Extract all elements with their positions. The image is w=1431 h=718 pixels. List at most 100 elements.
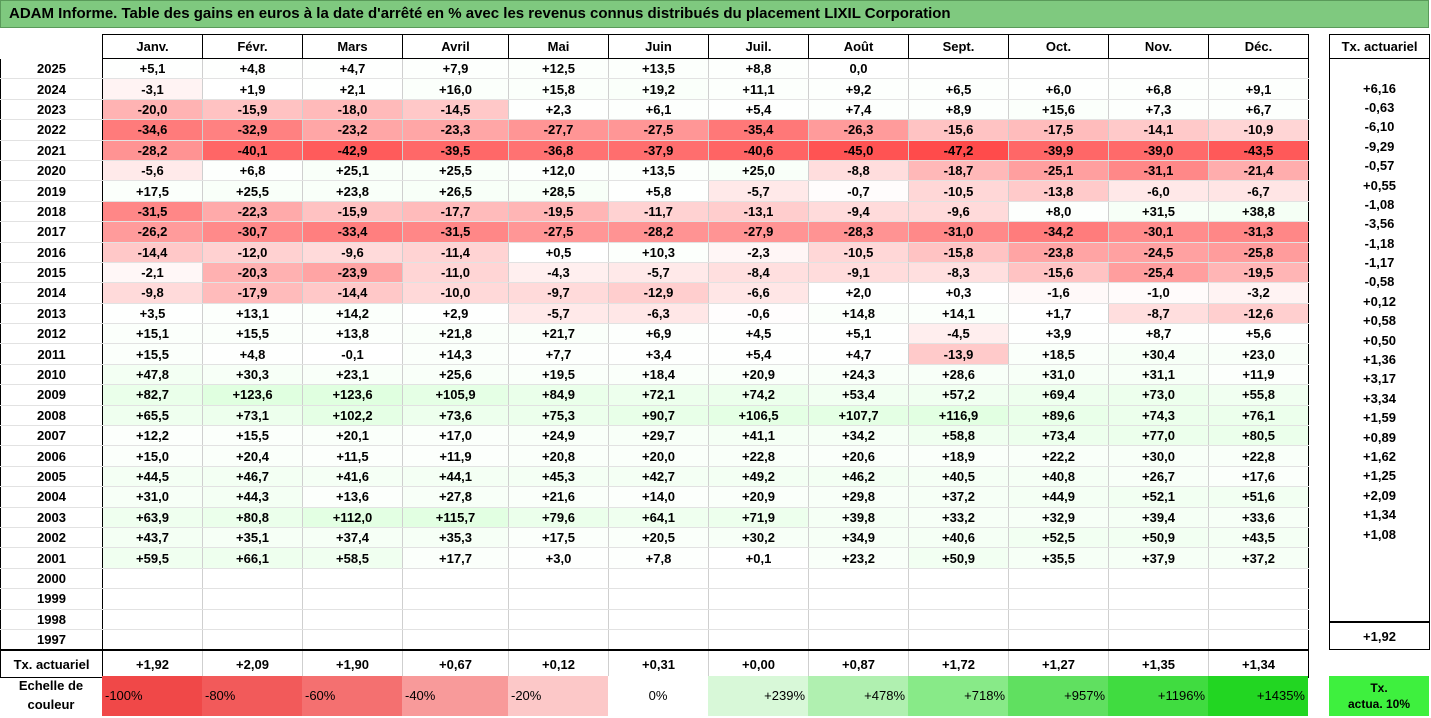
actuarial-row: -0,63 (1329, 97, 1430, 118)
actuarial-row: -0,57 (1329, 155, 1430, 176)
gain-cell: +40,5 (908, 466, 1009, 488)
gain-cell: -31,0 (908, 221, 1009, 243)
gain-cell: +2,1 (302, 78, 403, 100)
table-row: 2002 +43,7 +35,1 +37,4 +35,3 +17,5 +20,5 +30,2 +… (0, 527, 1309, 549)
gain-cell: -19,5 (508, 201, 609, 223)
footer-actuarial-cell: +1,35 (1108, 649, 1209, 679)
actuarial-10-legend-line1: Tx. (1370, 681, 1388, 695)
actuarial-row: -1,18 (1329, 233, 1430, 253)
year-cell: 2014 (0, 282, 103, 304)
gain-cell: +77,0 (1108, 425, 1209, 447)
gain-cell: -14,1 (1108, 119, 1209, 141)
actuarial-cell: +3,34 (1329, 388, 1430, 409)
gain-cell: 0,0 (808, 58, 909, 80)
actuarial-cell: +1,59 (1329, 408, 1430, 428)
gain-cell (202, 588, 303, 610)
month-header: Févr. (202, 34, 303, 59)
gain-cell: +58,5 (302, 547, 403, 569)
gain-cell: +3,0 (508, 547, 609, 569)
gain-cell: +102,2 (302, 405, 403, 427)
gain-cell: +51,6 (1208, 486, 1309, 508)
gain-cell: -27,7 (508, 119, 609, 141)
gain-cell: +13,1 (202, 303, 303, 325)
gain-cell (402, 588, 509, 610)
gain-cell: -37,9 (608, 140, 709, 161)
gain-cell: +76,1 (1208, 405, 1309, 427)
month-header: Août (808, 34, 909, 59)
gain-cell: +12,2 (102, 425, 203, 447)
gain-cell: -10,5 (808, 242, 909, 263)
table-row: 2001 +59,5 +66,1 +58,5 +17,7 +3,0 +7,8 +0,1 +23,… (0, 547, 1309, 569)
gain-cell: +5,8 (608, 180, 709, 202)
table-row: 2025 +5,1 +4,8 +4,7 +7,9 +12,5 +13,5 +8,8 0,0 (0, 58, 1309, 80)
gain-cell (302, 629, 403, 651)
table-row: 2003 +63,9 +80,8 +112,0 +115,7 +79,6 +64,1 +71,… (0, 507, 1309, 528)
gain-cell: +38,8 (1208, 201, 1309, 223)
gain-cell: +31,0 (1008, 364, 1109, 386)
gain-cell: -0,1 (302, 343, 403, 365)
actuarial-cell: +0,50 (1329, 330, 1430, 350)
gain-cell: +66,1 (202, 547, 303, 569)
gain-cell: +74,3 (1108, 405, 1209, 427)
gain-cell: +25,1 (302, 160, 403, 182)
table-row: 1998 (0, 609, 1309, 630)
gain-cell: +32,9 (1008, 507, 1109, 528)
gain-cell: +123,6 (202, 384, 303, 406)
gain-cell: -11,7 (608, 201, 709, 223)
actuarial-row: -9,29 (1329, 136, 1430, 156)
gain-cell: -12,0 (202, 242, 303, 263)
gain-cell: +75,3 (508, 405, 609, 427)
gain-cell: -15,9 (302, 201, 403, 223)
table-row: 2011 +15,5 +4,8 -0,1 +14,3 +7,7 +3,4 +5,4 +4,7 -1… (0, 343, 1309, 365)
gain-cell: +15,0 (102, 445, 203, 467)
color-scale: -100% -80% -60% -40% -20% 0% +239% +478% +718% +9… (102, 676, 1308, 716)
gain-cell: +23,2 (808, 547, 909, 569)
table-row: 2012 +15,1 +15,5 +13,8 +21,8 +21,7 +6,9 +4,5 +5,… (0, 323, 1309, 345)
gain-cell: -9,7 (508, 282, 609, 304)
gain-cell: -1,6 (1008, 282, 1109, 304)
gain-cell: -4,3 (508, 262, 609, 284)
gain-cell: -10,0 (402, 282, 509, 304)
gain-cell: +17,6 (1208, 466, 1309, 488)
gain-cell: +43,5 (1208, 527, 1309, 549)
gain-cell: -5,7 (508, 303, 609, 325)
gain-cell: -17,9 (202, 282, 303, 304)
gain-cell: +44,5 (102, 466, 203, 488)
actuarial-row: +0,89 (1329, 427, 1430, 447)
year-cell: 2005 (0, 466, 103, 488)
gain-cell: -15,8 (908, 242, 1009, 263)
gain-cell (102, 588, 203, 610)
gain-cell: -13,9 (908, 343, 1009, 365)
actuarial-cell (1329, 543, 1430, 564)
gain-cell (202, 609, 303, 630)
table-row: 1997 (0, 629, 1309, 651)
gain-cell: +10,3 (608, 242, 709, 263)
gain-cell (908, 609, 1009, 630)
table-row: 1999 (0, 588, 1309, 610)
gain-cell (1008, 588, 1109, 610)
gain-cell: +12,5 (508, 58, 609, 80)
gain-cell: +74,2 (708, 384, 809, 406)
gain-cell: -35,4 (708, 119, 809, 141)
gain-cell: +90,7 (608, 405, 709, 427)
gain-cell: -18,0 (302, 99, 403, 121)
gain-cell: -13,8 (1008, 180, 1109, 202)
table-row: 2021 -28,2 -40,1 -42,9 -39,5 -36,8 -37,9 -40,6-… (0, 140, 1309, 161)
actuarial-row: -3,56 (1329, 214, 1430, 234)
table-row: 2016 -14,4 -12,0 -9,6 -11,4 +0,5 +10,3 -2,3 -10,… (0, 242, 1309, 263)
gain-cell: +1,7 (1008, 303, 1109, 325)
year-cell: 2022 (0, 119, 103, 141)
gain-cell (1208, 609, 1309, 630)
gain-cell: +5,4 (708, 343, 809, 365)
actuarial-row (1329, 601, 1430, 623)
gain-cell: -0,6 (708, 303, 809, 325)
gain-cell: +41,6 (302, 466, 403, 488)
gain-cell: +6,8 (202, 160, 303, 182)
month-header: Mars (302, 34, 403, 59)
actuarial-footer-cell: +1,92 (1329, 621, 1430, 651)
gain-cell: +21,8 (402, 323, 509, 345)
gain-cell: -11,4 (402, 242, 509, 263)
gain-cell (202, 629, 303, 651)
actuarial-10-legend: Tx. actua. 10% (1329, 676, 1429, 716)
gain-cell: +25,5 (402, 160, 509, 182)
